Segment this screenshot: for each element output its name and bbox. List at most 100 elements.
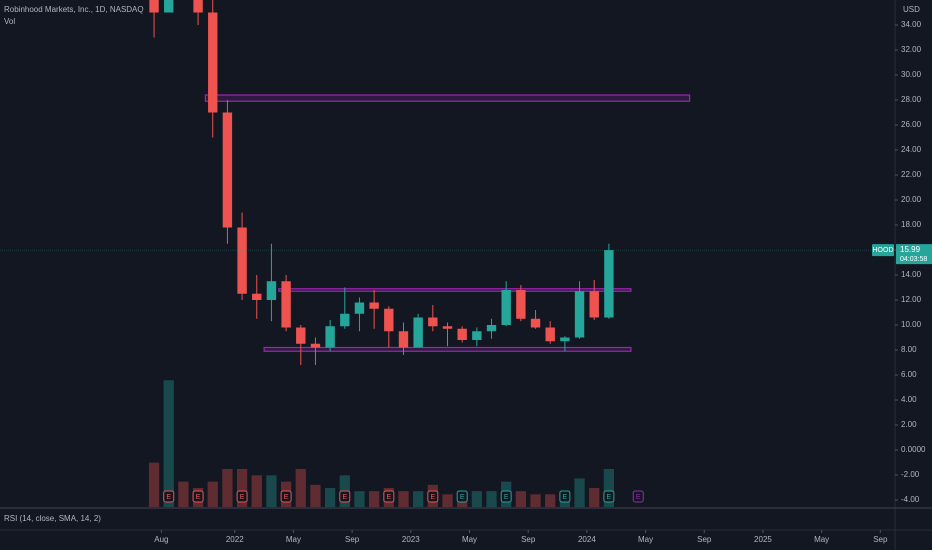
x-tick-label: May xyxy=(286,535,301,544)
volume-bar xyxy=(266,475,277,507)
event-marker xyxy=(280,490,292,503)
event-label: E xyxy=(460,494,465,501)
volume-bar xyxy=(310,484,321,507)
event-label: E xyxy=(240,494,245,501)
y-tick-label: 2.00 xyxy=(901,420,917,429)
event-marker xyxy=(500,490,512,503)
symbol-tag-label: HOOD xyxy=(873,247,894,254)
symbol-tag xyxy=(872,244,894,257)
y-tick-label: 30.00 xyxy=(901,70,922,79)
y-tick-label: 24.00 xyxy=(901,145,922,154)
event-label: E xyxy=(386,494,391,501)
volume-bar xyxy=(545,494,556,507)
event-label: E xyxy=(196,494,201,501)
candle-body xyxy=(516,290,526,319)
symbol-title: Robinhood Markets, Inc., 1D, NASDAQ xyxy=(4,5,144,14)
y-tick-label: 28.00 xyxy=(901,95,922,104)
volume-bar xyxy=(251,475,262,507)
volume-bar xyxy=(530,494,541,507)
volume-bar xyxy=(413,491,424,507)
candle-body xyxy=(296,327,306,344)
y-tick-label: -2.00 xyxy=(901,470,920,479)
volume-bar xyxy=(486,491,497,507)
currency: USD xyxy=(903,5,920,14)
volume-label: Vol xyxy=(4,17,15,26)
event-marker xyxy=(427,490,439,503)
x-tick-label: 2024 xyxy=(578,535,596,544)
countdown-label: 04:03:58 xyxy=(900,256,927,263)
candle-body xyxy=(560,337,570,342)
x-tick-label: Aug xyxy=(154,535,168,544)
y-tick-label: 22.00 xyxy=(901,170,922,179)
candle-body xyxy=(252,293,262,300)
x-tick-label: May xyxy=(638,535,653,544)
candle-body xyxy=(369,302,379,309)
candle-body xyxy=(545,327,555,342)
candle-body xyxy=(325,326,335,348)
x-tick-label: May xyxy=(462,535,477,544)
candle-body xyxy=(457,328,467,340)
candle-body xyxy=(149,0,159,13)
volume-bar xyxy=(148,462,160,507)
event-marker xyxy=(632,490,644,503)
candle-body xyxy=(208,12,218,113)
y-tick-label: 12.00 xyxy=(901,295,922,304)
candle-body xyxy=(486,325,497,332)
volume-bar xyxy=(398,491,409,507)
x-tick-label: 2022 xyxy=(226,535,244,544)
y-tick-label: 32.00 xyxy=(901,45,922,54)
y-tick-label: 6.00 xyxy=(901,370,917,379)
y-tick-label: 4.00 xyxy=(901,395,917,404)
x-tick-label: 2025 xyxy=(754,535,772,544)
event-label: E xyxy=(166,494,171,501)
x-tick-label: Sep xyxy=(521,535,536,544)
candle-body xyxy=(340,313,350,327)
price-tag xyxy=(896,244,932,265)
candle-body xyxy=(266,281,277,300)
rsi-label: RSI (14, close, SMA, 14, 2) xyxy=(4,514,101,523)
event-marker xyxy=(559,490,571,503)
volume-bar xyxy=(471,491,482,507)
y-tick-label: 18.00 xyxy=(901,220,922,229)
x-tick-label: May xyxy=(814,535,829,544)
y-tick-label: 20.00 xyxy=(901,195,922,204)
candle-body xyxy=(604,250,614,318)
volume-bar xyxy=(295,468,306,507)
event-marker xyxy=(603,490,615,503)
volume-bar xyxy=(222,468,233,507)
x-tick-label: 2023 xyxy=(402,535,420,544)
y-tick-label: 14.00 xyxy=(901,270,922,279)
volume-bar xyxy=(324,487,336,507)
event-marker xyxy=(456,490,468,503)
event-label: E xyxy=(504,494,509,501)
event-marker xyxy=(236,490,248,503)
volume-bar xyxy=(603,468,615,507)
volume-bar xyxy=(354,491,365,507)
volume-bar xyxy=(207,481,218,507)
candle-body xyxy=(193,0,203,13)
candle-body xyxy=(442,326,453,329)
event-label: E xyxy=(430,494,435,501)
candle-body xyxy=(530,318,541,328)
volume-bar xyxy=(236,468,248,507)
candle-body xyxy=(237,227,247,294)
drawing-rectangle xyxy=(204,94,691,102)
volume-bar xyxy=(442,494,453,507)
event-marker xyxy=(163,490,175,503)
candle-body xyxy=(501,290,511,325)
event-label: E xyxy=(284,494,289,501)
volume-bar xyxy=(515,491,526,507)
x-tick-label: Sep xyxy=(345,535,360,544)
y-tick-label: 0.0000 xyxy=(901,445,926,454)
event-label: E xyxy=(342,494,347,501)
drawing-rectangle xyxy=(278,288,632,292)
volume-bar xyxy=(178,481,189,507)
y-tick-label: 10.00 xyxy=(901,320,922,329)
volume-bar xyxy=(574,478,585,507)
candle-body xyxy=(354,302,365,314)
y-tick-label: 8.00 xyxy=(901,345,917,354)
candle-body xyxy=(222,112,233,228)
